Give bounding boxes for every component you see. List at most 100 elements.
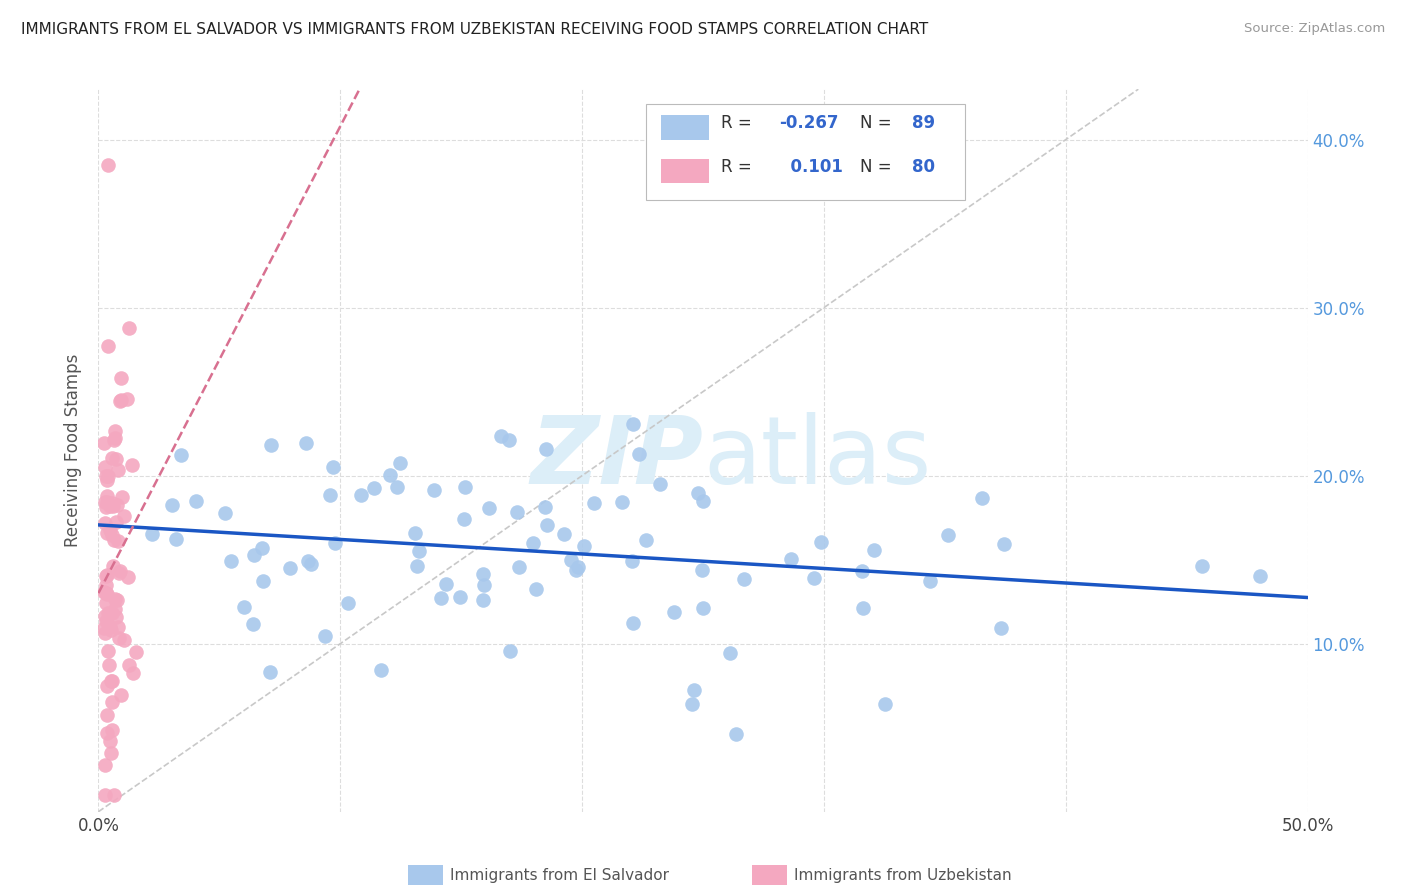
Point [94,586,117,600]
Point [125,645,148,659]
Point [93,494,115,508]
Point [297,554,319,568]
Point [506,505,529,519]
Point [108,566,131,581]
Point [94,468,117,483]
Point [100,624,122,638]
Point [112,509,135,524]
Point [990,621,1012,635]
Point [370,663,392,677]
Point [851,600,873,615]
Point [336,596,359,610]
Point [478,500,501,515]
Point [363,481,385,495]
Point [98,523,121,537]
Point [429,591,451,605]
Point [107,463,129,477]
Point [718,647,741,661]
Point [97,658,120,673]
Point [110,688,132,702]
Point [534,500,557,515]
Point [117,320,139,334]
Point [508,559,530,574]
Point [918,574,941,588]
Point [259,665,281,679]
Point [117,570,139,584]
Text: 89: 89 [912,114,935,132]
Point [233,599,256,614]
Point [319,487,342,501]
Point [108,564,131,578]
Point [378,468,401,483]
Point [627,446,650,460]
Point [96,708,118,723]
Point [862,542,884,557]
Point [683,682,706,697]
Point [93,621,115,635]
Point [621,417,644,431]
Point [96,526,118,541]
Point [101,496,124,510]
Point [662,605,685,619]
Y-axis label: Receiving Food Stamps: Receiving Food Stamps [65,354,83,547]
Point [104,609,127,624]
Point [851,564,873,578]
Point [214,506,236,520]
Point [160,498,183,512]
Point [103,433,125,447]
Point [96,644,118,658]
Point [349,488,371,502]
Point [105,452,128,467]
Point [94,500,117,515]
Text: Immigrants from El Salvador: Immigrants from El Salvador [450,869,669,883]
Point [105,515,128,529]
Point [389,456,412,470]
Point [98,620,121,634]
Text: 80: 80 [912,158,935,176]
Point [97,468,120,483]
Point [121,458,143,472]
Point [108,393,131,408]
Text: -0.267: -0.267 [779,114,838,132]
Text: R =: R = [721,114,758,132]
Point [681,697,703,711]
Point [621,615,644,630]
Point [553,527,575,541]
Point [97,606,120,620]
Point [93,436,115,450]
Point [101,606,124,620]
Point [101,723,124,737]
Point [96,495,118,509]
Point [690,563,713,577]
Point [97,339,120,353]
Point [103,788,125,802]
Point [499,644,522,658]
FancyBboxPatch shape [661,115,709,140]
Point [993,537,1015,551]
Point [1191,559,1213,574]
Point [725,727,748,741]
Point [105,498,128,512]
Point [583,496,606,510]
Point [314,629,336,643]
Point [648,477,671,491]
Point [117,658,139,673]
Point [141,526,163,541]
Point [636,533,658,547]
Point [453,512,475,526]
Point [567,560,589,574]
Point [101,451,124,466]
Point [101,527,124,541]
Point [564,563,586,577]
Point [387,480,409,494]
Point [93,626,115,640]
Point [110,392,132,407]
Point [299,557,322,571]
Point [96,587,118,601]
Point [621,554,644,568]
Point [94,516,117,531]
Text: N =: N = [860,114,897,132]
Point [103,500,125,514]
Point [94,788,117,802]
Point [107,533,129,548]
